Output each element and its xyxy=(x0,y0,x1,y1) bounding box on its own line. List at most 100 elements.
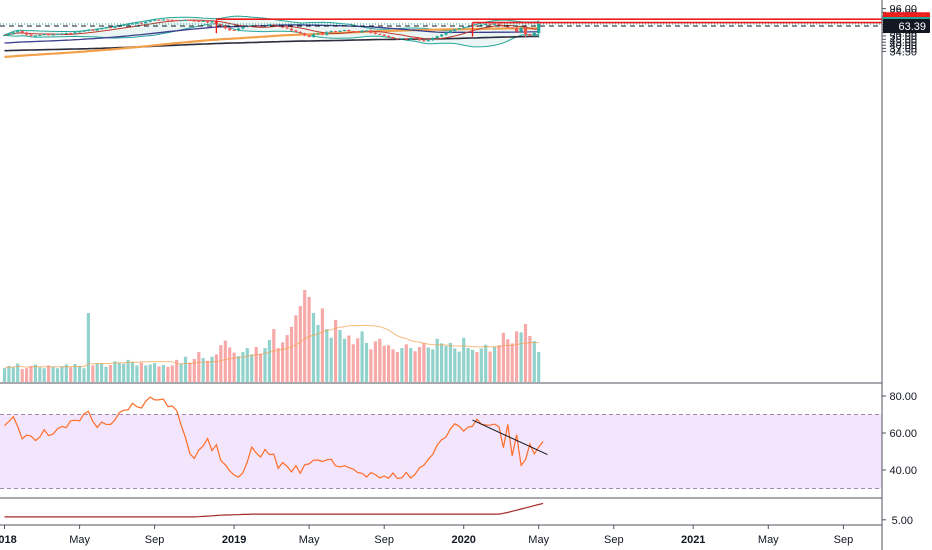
volume-bar xyxy=(122,363,126,382)
candle-body xyxy=(29,34,33,36)
candle-body xyxy=(157,19,161,21)
candle-body xyxy=(289,28,294,31)
volume-bar xyxy=(47,365,51,382)
time-label: May xyxy=(758,534,779,546)
candle-body xyxy=(303,33,307,36)
volume-bar xyxy=(82,368,86,382)
candle-body xyxy=(73,32,77,34)
volume-bar xyxy=(192,359,196,382)
volume-bar xyxy=(395,352,399,382)
volume-bar xyxy=(431,349,435,382)
volume-bar xyxy=(329,337,333,382)
candle-body xyxy=(409,38,413,40)
volume-bar xyxy=(130,361,135,382)
candle-body xyxy=(497,23,501,26)
volume-bar xyxy=(108,365,113,382)
price-label: 34.50 xyxy=(889,46,917,58)
volume-bar xyxy=(241,352,245,382)
candle-body xyxy=(298,31,302,34)
volume-bar xyxy=(413,351,417,382)
time-label: Sep xyxy=(145,534,165,546)
candle-body xyxy=(223,25,227,29)
candle-body xyxy=(501,25,505,27)
candlesticks xyxy=(2,19,541,42)
candle-body xyxy=(457,28,461,30)
candle-body xyxy=(523,27,528,35)
candle-body xyxy=(307,35,311,37)
volume-bar xyxy=(7,365,11,382)
candle-body xyxy=(250,25,254,27)
candle-body xyxy=(33,35,37,37)
price-label: 46.00 xyxy=(889,34,917,46)
volume-bar xyxy=(148,364,152,382)
volume-bar xyxy=(223,340,227,382)
lower-indicator-axis[interactable]: 5.00 xyxy=(882,515,913,527)
candle-body xyxy=(183,19,188,21)
rsi-indicator xyxy=(0,396,882,489)
volume-bar xyxy=(523,324,528,382)
candle-body xyxy=(272,24,276,26)
candle-body xyxy=(528,34,532,36)
candle-body xyxy=(60,33,64,35)
rsi-pane[interactable] xyxy=(0,396,882,489)
volume-bar xyxy=(42,368,46,382)
candle-body xyxy=(64,33,68,34)
volume-bar xyxy=(117,362,121,382)
price-pane[interactable] xyxy=(0,15,882,382)
volume-bar xyxy=(506,339,510,382)
volume-bar xyxy=(254,347,258,382)
volume-bar xyxy=(38,367,42,382)
candle-body xyxy=(108,27,113,29)
candle-body xyxy=(7,33,11,35)
candle-body xyxy=(440,34,444,37)
volume-bar xyxy=(214,354,218,382)
volume-bar xyxy=(466,348,470,382)
candle-body xyxy=(86,29,90,31)
bollinger-lower xyxy=(4,23,539,48)
rsi-axis[interactable]: 80.00 60.00 40.00 xyxy=(882,391,917,477)
volume-bar xyxy=(532,341,536,382)
volume-bar xyxy=(479,348,483,382)
volume-bar xyxy=(245,348,249,382)
volume-bar xyxy=(320,308,324,382)
candle-body xyxy=(126,24,130,25)
volume-bar xyxy=(236,356,241,382)
volume-bar xyxy=(497,345,501,382)
candle-body xyxy=(42,34,46,36)
volume-bar xyxy=(135,365,139,382)
volume-bar xyxy=(453,348,457,382)
volume-bar xyxy=(232,352,236,382)
volume-bar xyxy=(493,346,497,382)
volume-bar xyxy=(426,347,430,382)
candle-body xyxy=(515,28,519,32)
ma-100-line xyxy=(4,27,539,58)
time-label: 2020 xyxy=(451,534,475,546)
time-label: 2019 xyxy=(222,534,246,546)
candle-body xyxy=(364,30,369,32)
volume-bar xyxy=(64,364,68,382)
volume-bar xyxy=(20,369,24,382)
volume-bar xyxy=(210,356,214,382)
volume-bar xyxy=(334,319,338,382)
candle-body xyxy=(69,33,73,34)
volume-bar xyxy=(417,347,422,382)
candle-body xyxy=(532,33,536,36)
candle-body xyxy=(104,27,108,29)
candle-body xyxy=(161,19,165,21)
candle-body xyxy=(519,27,523,32)
time-label: Sep xyxy=(374,534,394,546)
candle-body xyxy=(417,38,422,41)
price-badge-label: 63.39 xyxy=(898,21,926,33)
candle-body xyxy=(448,30,452,33)
candle-body xyxy=(342,30,347,31)
candle-body xyxy=(325,32,329,35)
time-axis[interactable]: 2018 May Sep 2019 May Sep 2020 May Sep 2021 May Sep xyxy=(0,525,853,546)
volume-bar xyxy=(311,313,316,382)
volume-bar xyxy=(435,338,439,382)
candle-body xyxy=(135,22,139,24)
lower-indicator-pane[interactable] xyxy=(4,502,544,518)
candle-body xyxy=(404,38,408,40)
volume-bar xyxy=(294,315,298,382)
volume-bar xyxy=(457,351,461,382)
